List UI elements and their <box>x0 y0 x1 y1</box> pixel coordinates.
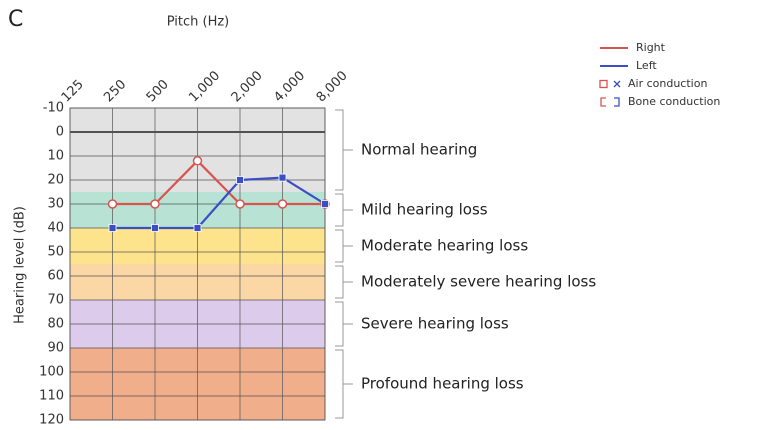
y-tick-label: 70 <box>47 293 64 308</box>
chart-title: Pitch (Hz) <box>167 15 230 30</box>
x-tick-label: 4,000 <box>271 68 308 105</box>
x-tick-label: 250 <box>101 77 129 105</box>
y-tick-label: 20 <box>47 173 64 188</box>
band-label: Moderate hearing loss <box>361 237 528 255</box>
y-tick-label: 50 <box>47 245 64 260</box>
y-tick-label: 100 <box>39 365 64 380</box>
band-bracket <box>335 109 344 191</box>
marker <box>108 224 117 232</box>
legend-symbol <box>599 79 608 89</box>
marker <box>151 224 159 232</box>
panel-label: C <box>8 7 23 32</box>
plot-border <box>69 107 326 421</box>
band-bracket <box>335 301 344 347</box>
marker <box>193 224 202 232</box>
y-tick-label: 110 <box>39 389 64 404</box>
series-line <box>112 176 326 230</box>
band-bracket <box>335 193 344 227</box>
marker <box>192 156 203 166</box>
y-tick-label: 0 <box>56 125 64 140</box>
x-tick-label: 500 <box>144 77 172 105</box>
marker <box>277 199 288 209</box>
legend-symbol <box>613 80 621 88</box>
legend-label: Left <box>636 59 657 72</box>
band-label: Normal hearing <box>361 141 477 159</box>
marker <box>321 200 329 208</box>
marker <box>235 199 245 209</box>
marker <box>150 199 160 209</box>
x-tick-label: 1,000 <box>186 68 223 105</box>
y-tick-label: 30 <box>47 197 64 212</box>
legend-label: Air conduction <box>628 77 707 90</box>
series-line <box>112 159 325 206</box>
band-label: Mild hearing loss <box>361 201 488 219</box>
band-label: Profound hearing loss <box>361 375 524 393</box>
y-axis-label: Hearing level (dB) <box>13 206 28 324</box>
legend-symbol <box>600 97 606 107</box>
band-bracket <box>335 349 344 419</box>
y-tick-label: 10 <box>47 149 64 164</box>
y-tick-label: 80 <box>47 317 64 332</box>
band-label: Moderately severe hearing loss <box>361 273 596 291</box>
y-tick-label: 40 <box>47 221 64 236</box>
legend-symbol <box>614 97 620 107</box>
y-tick-label: 120 <box>39 413 64 428</box>
band-bracket <box>335 229 344 263</box>
y-tick-label: -10 <box>43 101 64 116</box>
band-bracket <box>335 265 344 299</box>
x-tick-label: 8,000 <box>314 68 351 105</box>
marker <box>107 199 118 209</box>
x-tick-label: 2,000 <box>229 68 266 105</box>
marker <box>278 173 287 182</box>
y-tick-label: 60 <box>47 269 64 284</box>
marker <box>236 176 244 184</box>
legend-label: Bone conduction <box>628 95 720 108</box>
y-tick-label: 90 <box>47 341 64 356</box>
legend-label: Right <box>636 41 666 54</box>
band-label: Severe hearing loss <box>361 315 509 333</box>
